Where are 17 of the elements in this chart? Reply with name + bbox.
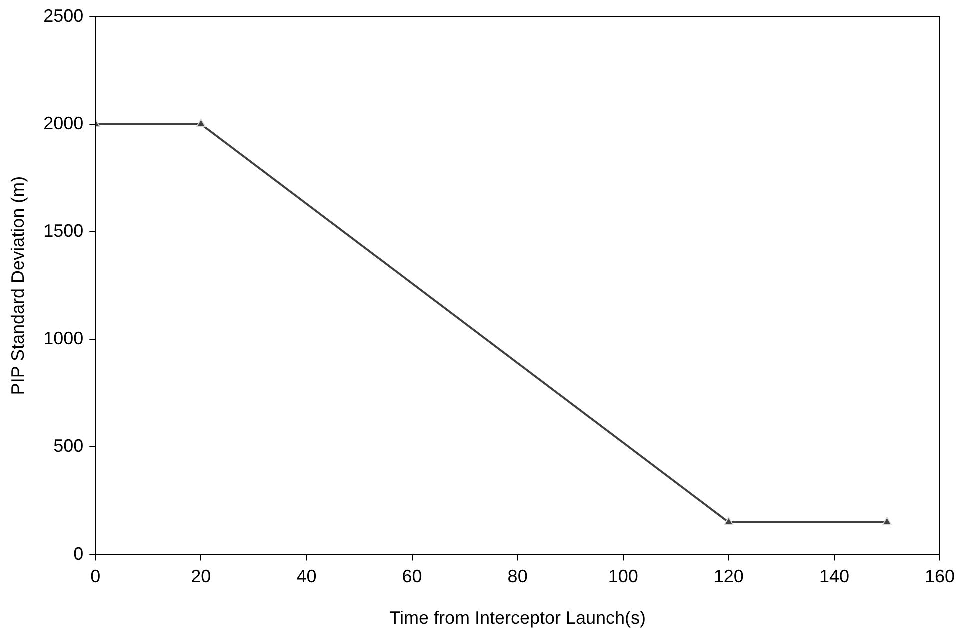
x-tick-label: 120	[714, 566, 744, 587]
x-tick-label: 100	[608, 566, 638, 587]
y-tick-label: 1000	[44, 328, 84, 349]
y-tick-label: 500	[54, 436, 84, 456]
y-tick-label: 2000	[44, 113, 84, 134]
x-tick-label: 60	[402, 566, 422, 587]
x-tick-label: 0	[90, 566, 101, 587]
x-tick-label: 40	[296, 566, 317, 587]
x-tick-label: 160	[924, 566, 956, 587]
y-tick-label: 1500	[44, 220, 84, 241]
y-tick-label: 0	[74, 544, 84, 564]
y-axis-title: PIP Standard Deviation (m)	[8, 176, 28, 396]
x-tick-label: 140	[819, 566, 850, 587]
y-tick-label: 2500	[44, 6, 84, 26]
x-tick-label: 80	[508, 566, 528, 587]
x-tick-label: 20	[191, 566, 212, 587]
x-axis-title: Time from Interceptor Launch(s)	[390, 608, 646, 628]
